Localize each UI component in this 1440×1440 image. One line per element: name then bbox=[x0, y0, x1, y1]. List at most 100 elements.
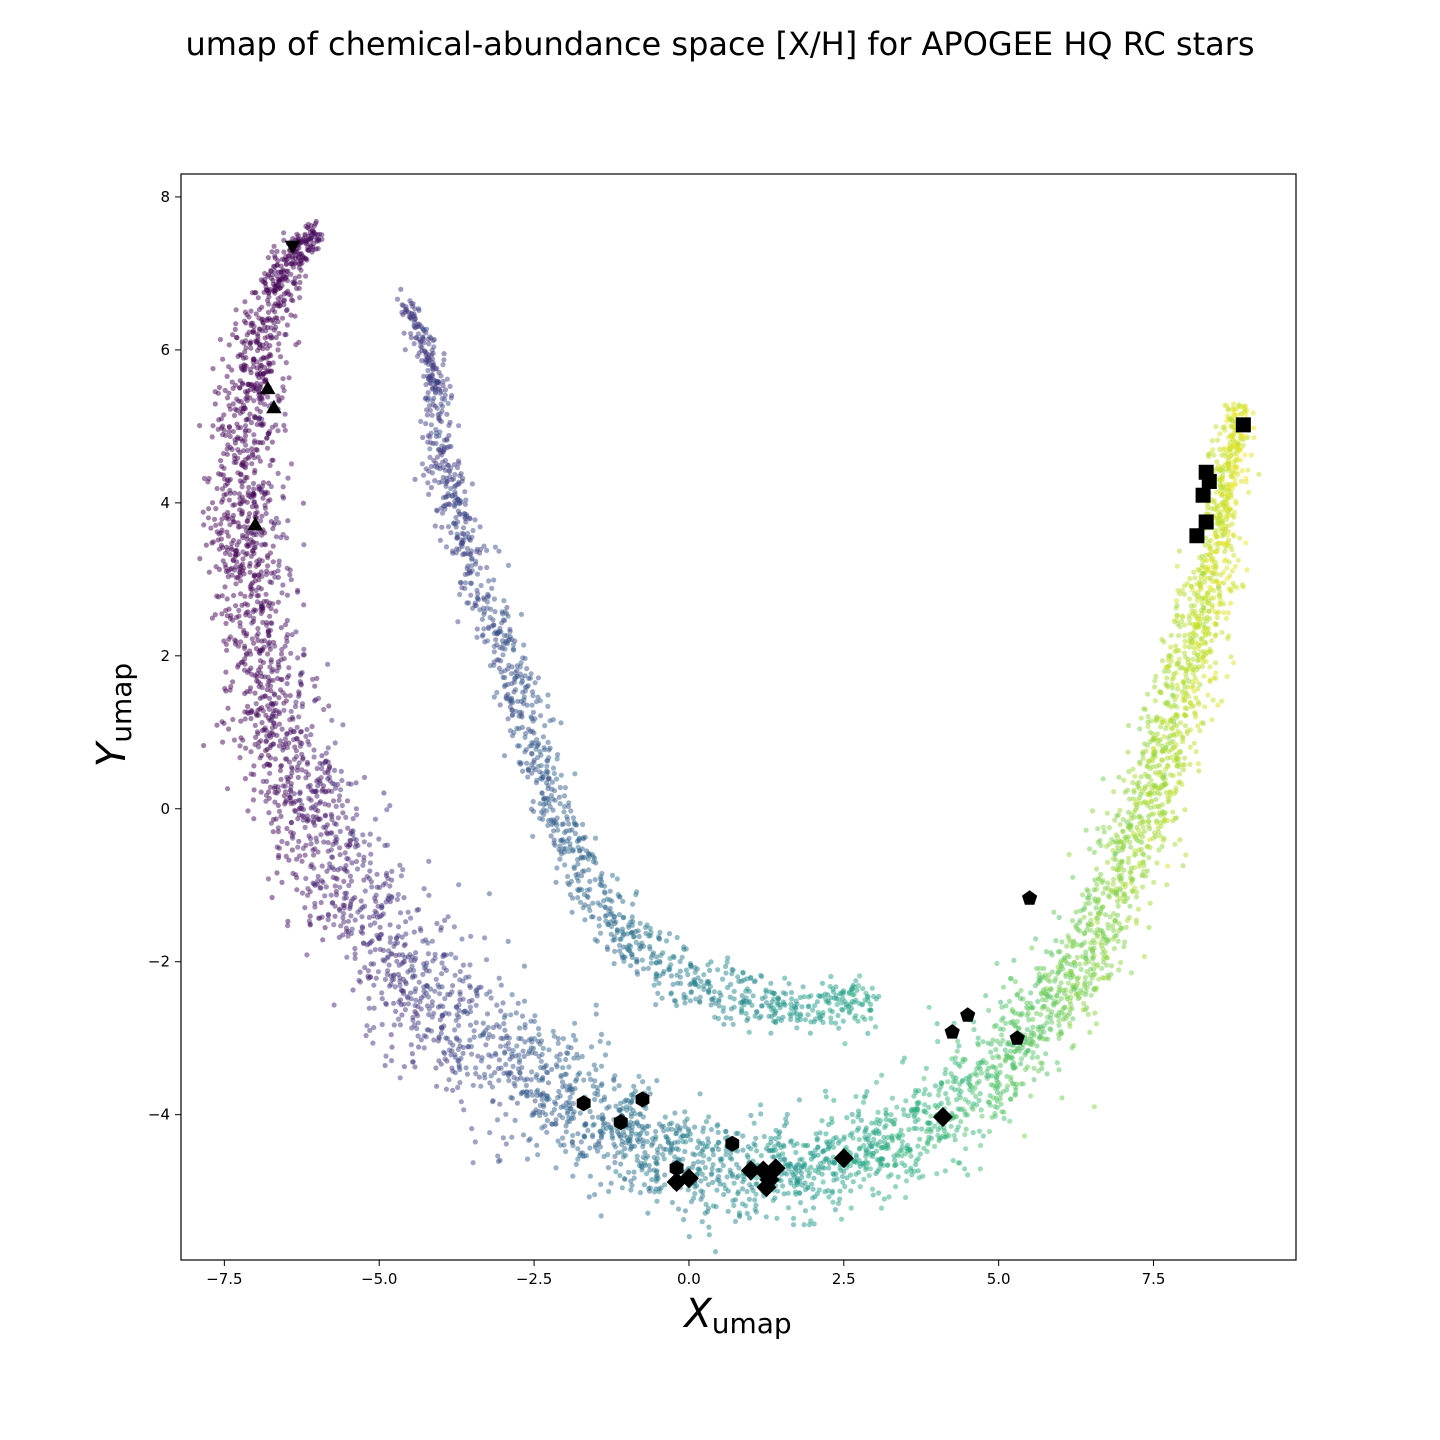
star-point bbox=[1001, 1115, 1007, 1121]
star-point bbox=[1217, 482, 1223, 488]
star-point bbox=[1223, 615, 1229, 622]
star-point bbox=[312, 822, 318, 828]
star-point bbox=[1133, 894, 1140, 900]
star-point bbox=[1088, 927, 1094, 933]
star-point bbox=[682, 1148, 688, 1155]
star-point bbox=[892, 1157, 898, 1163]
star-point bbox=[948, 1071, 954, 1077]
star-point bbox=[616, 1083, 622, 1089]
star-point bbox=[545, 1080, 552, 1086]
star-point bbox=[1122, 789, 1128, 795]
star-point bbox=[924, 1128, 930, 1135]
star-point bbox=[1049, 952, 1055, 958]
star-point bbox=[1131, 789, 1137, 795]
star-point bbox=[1164, 675, 1170, 681]
star-point bbox=[598, 1181, 604, 1187]
star-point bbox=[625, 1097, 631, 1104]
star-point bbox=[397, 1075, 403, 1081]
star-point bbox=[563, 1056, 569, 1063]
star-point bbox=[426, 892, 432, 898]
star-point bbox=[1110, 936, 1116, 942]
star-point bbox=[863, 1158, 869, 1165]
star-point bbox=[618, 1161, 624, 1167]
star-point bbox=[264, 435, 270, 441]
star-point bbox=[936, 1138, 942, 1144]
star-point bbox=[997, 1026, 1003, 1032]
star-point bbox=[287, 794, 294, 800]
star-point bbox=[280, 582, 286, 588]
star-point bbox=[412, 1064, 418, 1070]
star-point bbox=[1156, 762, 1163, 768]
star-point bbox=[1072, 963, 1078, 969]
star-point bbox=[866, 1172, 872, 1179]
star-point bbox=[490, 1034, 496, 1040]
star-point bbox=[926, 1092, 933, 1098]
star-point bbox=[382, 880, 388, 886]
star-point bbox=[289, 847, 295, 853]
star-point bbox=[460, 978, 466, 984]
star-point bbox=[1136, 814, 1142, 820]
star-point bbox=[1094, 866, 1100, 872]
star-point bbox=[1145, 719, 1151, 725]
star-point bbox=[1100, 878, 1106, 884]
star-point bbox=[402, 1007, 408, 1013]
star-point bbox=[1000, 1037, 1006, 1043]
star-point bbox=[286, 665, 292, 671]
star-point bbox=[1156, 786, 1162, 792]
star-point bbox=[572, 1037, 579, 1043]
star-point bbox=[1103, 962, 1110, 968]
star-point bbox=[807, 1150, 813, 1156]
star-point bbox=[1219, 698, 1225, 704]
star-point bbox=[544, 1129, 550, 1135]
star-point bbox=[283, 853, 289, 860]
star-point bbox=[540, 1045, 546, 1051]
star-point bbox=[208, 525, 214, 531]
star-point bbox=[1170, 809, 1176, 815]
star-point bbox=[925, 1141, 931, 1147]
star-point bbox=[1195, 699, 1201, 705]
star-point bbox=[1151, 790, 1157, 796]
star-point bbox=[242, 690, 248, 697]
star-point bbox=[903, 1194, 909, 1201]
star-point bbox=[352, 951, 358, 957]
star-point bbox=[579, 1053, 585, 1060]
star-point bbox=[1070, 1016, 1076, 1022]
star-point bbox=[1235, 446, 1241, 452]
star-point bbox=[1215, 702, 1221, 708]
star-point bbox=[343, 814, 349, 821]
star-point bbox=[923, 1065, 930, 1071]
star-point bbox=[1228, 600, 1234, 606]
star-point bbox=[233, 581, 239, 587]
star-point bbox=[440, 1003, 446, 1010]
star-point bbox=[322, 801, 328, 807]
star-point bbox=[1193, 749, 1199, 755]
star-point bbox=[1183, 668, 1189, 674]
star-point bbox=[296, 714, 302, 720]
star-point bbox=[197, 423, 203, 429]
star-point bbox=[220, 496, 226, 503]
star-point bbox=[336, 934, 342, 941]
star-point bbox=[560, 1103, 567, 1109]
star-point bbox=[1147, 790, 1154, 796]
star-point bbox=[1197, 578, 1203, 584]
star-point bbox=[317, 915, 323, 921]
star-point bbox=[986, 1128, 993, 1135]
star-point bbox=[553, 1117, 559, 1123]
star-point bbox=[234, 542, 240, 548]
star-point bbox=[536, 1077, 542, 1083]
star-point bbox=[282, 332, 288, 338]
star-point bbox=[1231, 552, 1237, 559]
star-point bbox=[551, 1106, 558, 1113]
star-point bbox=[803, 1143, 809, 1149]
star-point bbox=[555, 1138, 561, 1144]
star-point bbox=[1043, 949, 1049, 955]
star-point bbox=[1191, 603, 1197, 609]
star-point bbox=[847, 1172, 854, 1178]
star-point bbox=[296, 273, 302, 279]
star-point bbox=[242, 776, 248, 782]
star-point bbox=[801, 1161, 807, 1167]
star-point bbox=[213, 522, 219, 528]
star-point bbox=[310, 847, 316, 853]
star-point bbox=[284, 322, 290, 328]
star-point bbox=[317, 885, 323, 891]
